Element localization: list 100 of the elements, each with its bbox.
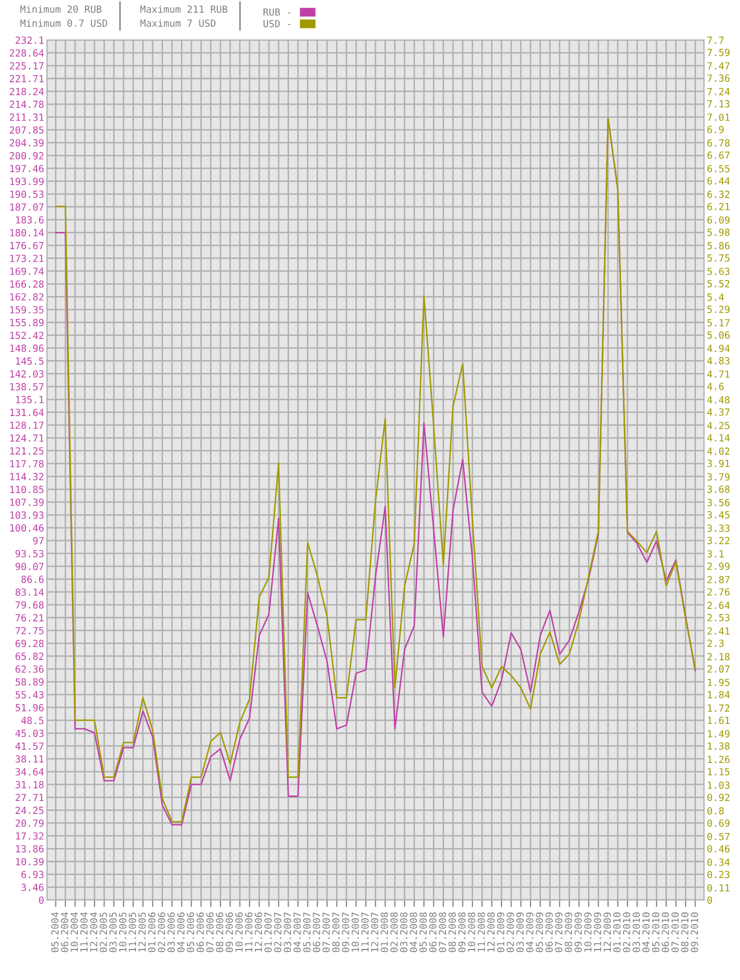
y2-tick-label: 5.4: [707, 294, 724, 301]
y2-tick-label: 2.07: [708, 665, 730, 673]
y-tick-label: 72.75: [16, 626, 44, 634]
y2-tick-label: 1.15: [708, 768, 730, 776]
y-tick-label: 152.42: [10, 332, 44, 340]
x-tick-label: 11.2009: [594, 912, 602, 952]
y2-tick-label: 0.69: [707, 819, 730, 827]
y2-tick-label: 0.46: [707, 845, 730, 852]
y2-tick-label: 3.1: [707, 550, 724, 558]
y2-tick-label: 0.57: [707, 832, 730, 840]
y-tick-label: 38.11: [16, 755, 44, 763]
x-tick-label: 01.2010: [613, 912, 621, 952]
y-tick-label: 155.89: [10, 318, 44, 326]
y2-tick-label: 5.06: [707, 331, 730, 339]
y2-tick-label: 6.55: [707, 164, 730, 172]
y2-tick-label: 0.92: [707, 794, 730, 802]
y-tick-label: 34.64: [16, 768, 44, 776]
y2-tick-label: 6.32: [707, 190, 730, 198]
x-tick-label: 07.2009: [555, 912, 562, 952]
x-tick-label: 12.2004: [90, 912, 98, 952]
x-tick-label: 08.2007: [332, 912, 340, 952]
y-tick-label: 20.79: [16, 819, 44, 827]
y-tick-label: 176.67: [10, 242, 44, 250]
y-tick-label: 83.14: [16, 588, 44, 596]
y2-tick-label: 3.33: [707, 524, 730, 532]
x-tick-label: 02.2006: [158, 912, 166, 952]
x-tick-label: 06.2004: [60, 912, 68, 952]
y-tick-label: 183.6: [16, 216, 44, 224]
y2-tick-label: 7.01: [707, 114, 730, 121]
x-tick-label: 04.2007: [293, 912, 301, 952]
y-tick-label: 225.17: [10, 62, 44, 70]
y-tick-label: 207.85: [10, 126, 44, 134]
x-tick-label: 04.2009: [526, 912, 534, 952]
y-tick-label: 58.89: [16, 678, 44, 686]
y2-tick-label: 5.17: [707, 319, 730, 326]
y-tick-label: 121.25: [10, 447, 44, 455]
y2-tick-label: 7.7: [707, 36, 724, 44]
y-tick-label: 69.28: [16, 640, 44, 648]
y2-tick-label: 1.61: [708, 716, 730, 724]
y2-tick-label: 1.38: [708, 742, 730, 750]
y2-tick-label: 5.75: [707, 254, 730, 262]
y-tick-label: 117.78: [10, 460, 44, 468]
y2-tick-label: 4.37: [707, 408, 730, 416]
y-tick-label: 135.1: [16, 396, 44, 404]
x-tick-label: 02.2008: [390, 912, 398, 952]
y2-tick-label: 1.72: [708, 704, 730, 712]
x-tick-label: 04.2008: [410, 912, 418, 952]
y-tick-label: 166.28: [10, 280, 44, 288]
y2-tick-label: 2.76: [708, 588, 730, 596]
y2-tick-label: 0.8: [707, 807, 724, 815]
y-tick-label: 169.74: [10, 268, 44, 275]
y-tick-label: 204.39: [10, 139, 44, 147]
x-tick-label: 09.2010: [690, 912, 698, 952]
y-tick-label: 193.99: [10, 178, 44, 186]
text: Maximum 7 USD: [140, 19, 216, 27]
x-tick-label: 02.2010: [622, 912, 630, 952]
y-tick-label: 187.07: [10, 203, 44, 211]
y2-tick-label: 5.63: [707, 268, 730, 276]
y-tick-label: 131.64: [10, 408, 44, 416]
y-tick-label: 145.5: [16, 358, 44, 365]
y-tick-label: 232.1: [16, 36, 44, 44]
x-tick-label: 06.2009: [545, 912, 553, 952]
x-tick-label: 10.2006: [235, 912, 243, 952]
y-tick-label: 103.93: [10, 511, 44, 519]
y2-tick-label: 7.24: [707, 88, 730, 96]
y2-tick-label: 5.86: [707, 242, 730, 250]
y2-tick-label: 4.6: [707, 382, 724, 390]
y-tick-label: 107.39: [10, 498, 44, 506]
y-tick-label: 228.64: [10, 49, 44, 57]
x-tick-label: 10.2005: [119, 912, 126, 952]
y2-tick-label: 4.14: [707, 434, 730, 442]
y-tick-label: 17.32: [16, 832, 44, 840]
x-tick-label: 09.2007: [342, 912, 350, 952]
x-tick-label: 03.2010: [632, 912, 640, 952]
x-tick-label: 03.2006: [167, 912, 175, 952]
x-tick-label: 10.2009: [584, 912, 592, 952]
y2-tick-label: 2.3: [708, 640, 724, 647]
y2-tick-label: 3.45: [707, 511, 730, 519]
y-tick-label: 13.86: [16, 845, 44, 852]
x-tick-label: 09.2006: [226, 912, 233, 952]
y-tick-label: 110.85: [10, 486, 44, 494]
y-tick-label: 76.21: [16, 614, 44, 622]
y-tick-label: 62.36: [16, 665, 44, 673]
y2-tick-label: 1.84: [708, 690, 730, 698]
y-tick-label: 48.5: [21, 716, 44, 724]
y2-tick-label: 4.94: [707, 344, 730, 352]
y-tick-label: 27.71: [16, 794, 44, 802]
x-tick-label: 12.2008: [487, 912, 495, 952]
x-tick-label: 10.2008: [468, 912, 476, 952]
x-tick-label: 08.2010: [681, 912, 688, 952]
x-tick-label: 02.2007: [274, 912, 282, 952]
y-tick-label: 190.53: [10, 190, 44, 198]
x-tick-label: 05.2010: [652, 912, 660, 952]
y-tick-label: 3.46: [21, 884, 44, 892]
y2-tick-label: 2.87: [708, 576, 730, 584]
x-tick-label: 11.2006: [245, 912, 252, 952]
x-tick-label: 11.2005: [128, 912, 136, 952]
y2-tick-label: 0.34: [707, 858, 730, 866]
y2-tick-label: 4.48: [707, 396, 730, 404]
x-tick-label: 11.2008: [478, 912, 485, 952]
